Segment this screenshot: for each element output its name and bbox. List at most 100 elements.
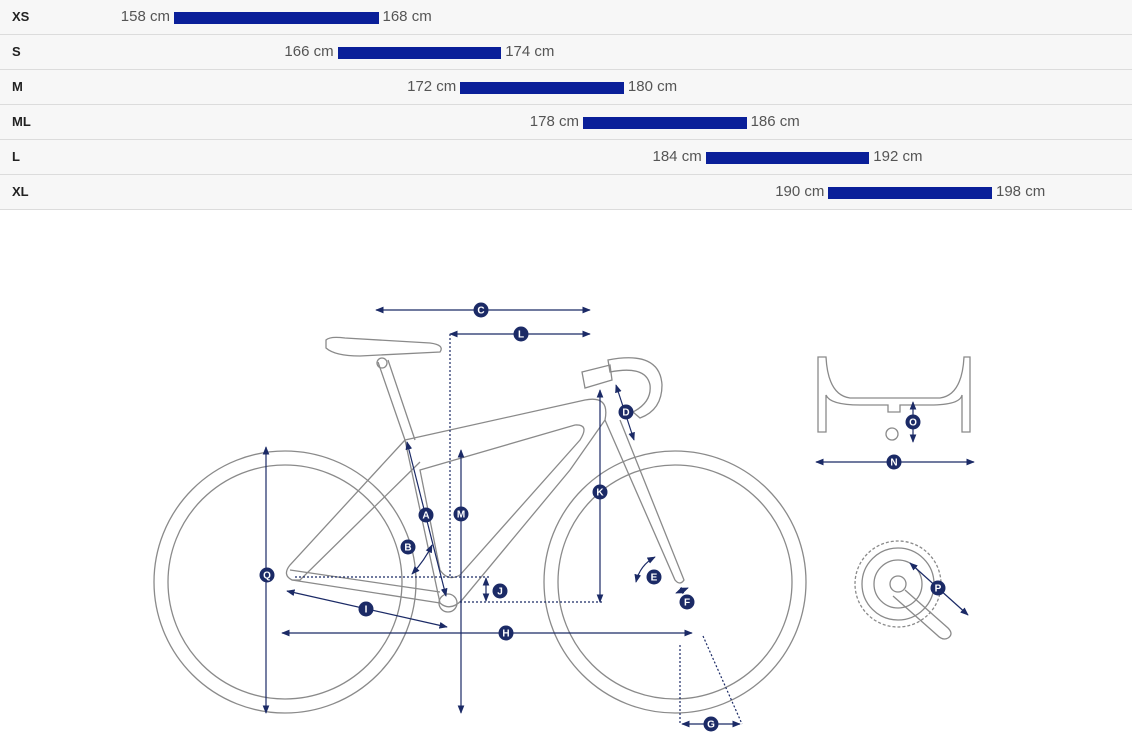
height-range-bar (460, 82, 624, 94)
marker-o: O (905, 414, 921, 430)
min-height-label: 172 cm (407, 78, 457, 95)
marker-c: C (473, 302, 489, 318)
height-range-bar (337, 47, 502, 59)
chain-stay (289, 569, 441, 604)
marker-letter: K (596, 488, 604, 499)
min-height-label: 166 cm (284, 43, 334, 60)
marker-letter: M (457, 510, 465, 521)
marker-letter: E (651, 573, 658, 584)
min-height-label: 158 cm (120, 8, 170, 25)
front-wheel-rim (557, 464, 793, 700)
marker-letter: I (365, 605, 368, 616)
marker-letter: A (422, 511, 429, 522)
min-height-label: 190 cm (775, 183, 825, 200)
marker-circle (453, 506, 469, 522)
max-height-label: 186 cm (750, 113, 800, 130)
max-height-label: 198 cm (996, 183, 1046, 200)
bottom-bracket (438, 593, 458, 613)
max-height-label: 174 cm (505, 43, 555, 60)
marker-letter: O (909, 418, 917, 429)
max-height-label: 192 cm (873, 148, 923, 165)
marker-letter: P (935, 584, 942, 595)
marker-letter: B (404, 543, 411, 554)
seat-stay (285, 439, 421, 581)
height-range-bar (828, 187, 992, 199)
marker-circle (473, 302, 489, 318)
marker-k: K (592, 484, 608, 500)
min-height-label: 178 cm (529, 113, 579, 130)
fork (604, 419, 685, 584)
seat-clamp (376, 357, 388, 369)
size-label: S (12, 44, 21, 59)
height-range-bar (705, 152, 870, 164)
marker-circle (492, 583, 508, 599)
marker-l: L (513, 326, 529, 342)
marker-letter: G (707, 720, 715, 731)
marker-letter: D (622, 408, 629, 419)
marker-circle (905, 414, 921, 430)
marker-m: M (453, 506, 469, 522)
size-label: XL (12, 184, 29, 199)
handlebar-drop (607, 357, 663, 419)
max-height-label: 180 cm (627, 78, 678, 95)
marker-h: H (498, 625, 514, 641)
marker-circle (679, 594, 695, 610)
size-row-l: L 184 cm 192 cm (0, 140, 1132, 175)
marker-q: Q (259, 567, 275, 583)
marker-circle (930, 580, 946, 596)
max-height-label: 168 cm (382, 8, 432, 25)
min-height-label: 184 cm (652, 148, 702, 165)
bike-geometry-diagram: A B C D E F G H I J K L M N O P Q (153, 302, 975, 732)
marker-letter: C (477, 306, 484, 317)
stem (581, 364, 613, 389)
marker-circle (400, 539, 416, 555)
marker-circle (498, 625, 514, 641)
marker-circle (618, 404, 634, 420)
marker-circle (703, 716, 719, 732)
size-chart: XS 158 cm 168 cm S 166 cm 174 cm M 172 cm 180 cm… (0, 0, 1132, 210)
marker-n: N (886, 454, 902, 470)
size-label: ML (12, 114, 31, 129)
marker-d: D (618, 404, 634, 420)
size-row-m: M 172 cm 180 cm (0, 70, 1132, 105)
rear-wheel-tire (153, 450, 417, 714)
marker-j: J (492, 583, 508, 599)
marker-circle (259, 567, 275, 583)
frame-main-triangle (404, 398, 607, 608)
size-label: L (12, 149, 20, 164)
seat-post (377, 359, 416, 441)
size-row-xs: XS 158 cm 168 cm (0, 0, 1132, 35)
marker-letter: H (502, 629, 509, 640)
marker-i: I (358, 601, 374, 617)
size-label: XS (12, 9, 30, 24)
bike-outline (153, 336, 807, 714)
saddle (325, 336, 442, 357)
dimension-lines (262, 306, 975, 728)
size-label: M (12, 79, 23, 94)
size-row-xl: XL 190 cm 198 cm (0, 175, 1132, 210)
marker-letter: Q (263, 571, 271, 582)
marker-f: F (679, 594, 695, 610)
marker-a: A (418, 507, 434, 523)
size-row-ml: ML 178 cm 186 cm (0, 105, 1132, 140)
frame-inner-triangle (419, 424, 585, 579)
marker-circle (646, 569, 662, 585)
marker-b: B (400, 539, 416, 555)
marker-g: G (703, 716, 719, 732)
size-row-s: S 166 cm 174 cm (0, 35, 1132, 70)
marker-letter: J (497, 587, 503, 598)
marker-circle (358, 601, 374, 617)
marker-p: P (930, 580, 946, 596)
marker-circle (592, 484, 608, 500)
height-range-bar (583, 117, 747, 129)
dimension-markers: A B C D E F G H I J K L M N O P Q (259, 302, 946, 732)
rear-wheel-rim (167, 464, 403, 700)
front-wheel-tire (543, 450, 807, 714)
marker-e: E (646, 569, 662, 585)
marker-letter: L (518, 330, 524, 341)
marker-circle (418, 507, 434, 523)
handlebar-front-view (817, 356, 971, 441)
marker-letter: F (684, 598, 690, 609)
marker-circle (513, 326, 529, 342)
height-range-bar (174, 12, 379, 24)
